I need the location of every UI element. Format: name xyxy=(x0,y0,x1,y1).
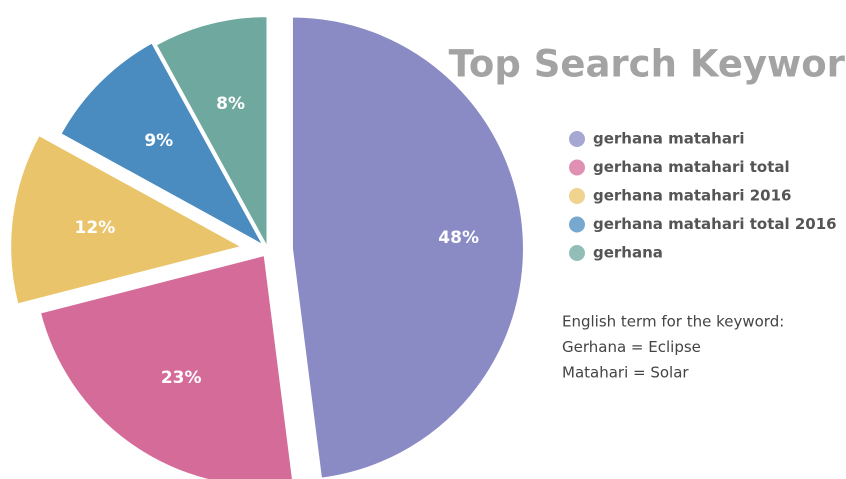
data-label: 9% xyxy=(144,131,173,151)
annotation: Matahari = Solar xyxy=(562,364,689,382)
legend-swatch xyxy=(569,131,585,147)
pie-slice xyxy=(9,133,245,306)
legend-swatch xyxy=(569,245,585,261)
legend-label: gerhana matahari total xyxy=(593,158,790,176)
legend-label: gerhana matahari total 2016 xyxy=(593,215,837,233)
legend-label: gerhana matahari 2016 xyxy=(593,187,792,205)
pie-slice xyxy=(154,15,269,249)
legend-label: gerhana xyxy=(593,244,663,262)
legend-label: gerhana matahari xyxy=(593,130,745,148)
data-label: 8% xyxy=(216,94,245,114)
data-label: 48% xyxy=(438,228,479,248)
legend-swatch xyxy=(569,188,585,204)
pie-slice xyxy=(290,15,525,479)
pie-slice xyxy=(59,41,267,249)
annotation: Gerhana = Eclipse xyxy=(562,338,701,356)
pie-slice xyxy=(38,253,294,479)
data-label: 23% xyxy=(161,368,202,388)
annotation: English term for the keyword: xyxy=(562,313,784,331)
data-label: 12% xyxy=(75,218,116,238)
legend-swatch xyxy=(569,216,585,233)
legend-swatch xyxy=(569,159,585,176)
chart-title: Top Search Keyword xyxy=(449,43,846,86)
